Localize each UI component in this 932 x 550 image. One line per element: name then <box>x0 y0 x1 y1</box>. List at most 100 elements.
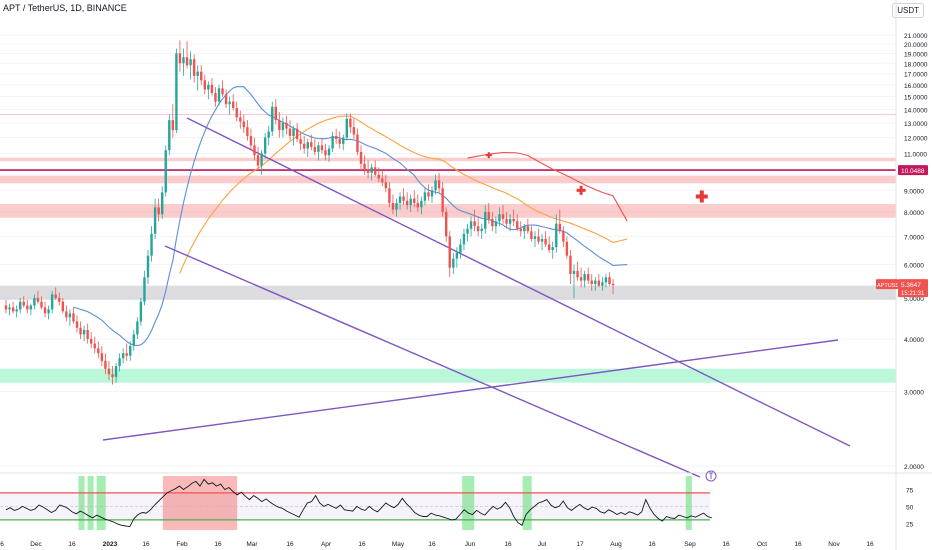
key-level-label: 10.0488 <box>898 165 928 176</box>
candle-body <box>111 374 114 378</box>
candle-body <box>395 202 398 210</box>
candle-body <box>420 200 423 208</box>
price-tick-label: 16.0000 <box>904 83 928 90</box>
candle-body <box>4 305 8 310</box>
candle <box>214 87 217 107</box>
candle <box>391 194 395 215</box>
candle-body <box>114 366 118 378</box>
time-tick-label: Sep <box>684 541 696 548</box>
time-axis[interactable]: 6 Dec 16 2023 16 Feb 16 Mar 16 Apr 16 May 16 Jun 16 Jul… <box>0 541 874 548</box>
candle <box>469 216 473 237</box>
candle-body <box>533 236 537 240</box>
candle <box>452 252 455 275</box>
candle <box>413 190 416 208</box>
candle <box>79 321 82 339</box>
rsi-tick-label: 75 <box>906 488 914 495</box>
candle-body <box>164 150 167 193</box>
candle <box>324 143 327 161</box>
candle <box>33 294 36 310</box>
candle <box>132 330 135 351</box>
candle-body <box>526 226 530 232</box>
candle-body <box>377 174 380 179</box>
candle-body <box>157 207 160 215</box>
candle-body <box>349 118 352 128</box>
candle <box>334 128 338 144</box>
candle-body <box>104 360 107 369</box>
rsi-panel <box>0 472 932 530</box>
candle-body <box>608 277 611 284</box>
candle-body <box>125 353 128 356</box>
time-tick-label: 16 <box>722 541 730 548</box>
price-axis[interactable]: 2.0000 3.0000 4.0000 5.0000 6.0000 7.0000 8.00… <box>895 0 928 550</box>
candle <box>182 48 185 76</box>
candle-body <box>547 244 551 250</box>
candle-body <box>97 348 100 354</box>
candle <box>601 277 604 291</box>
candle-body <box>79 327 82 335</box>
last-price-value: 5.3647 <box>901 282 921 289</box>
rsi-green-zone <box>78 476 85 530</box>
candle-body <box>82 330 86 335</box>
candle-body <box>107 368 111 375</box>
candle <box>256 146 260 171</box>
candle <box>395 198 398 217</box>
candle-body <box>168 120 171 151</box>
currency-button[interactable]: USDT <box>892 3 924 18</box>
candle-body <box>235 108 238 118</box>
price-tick-label: 14.0000 <box>904 107 928 114</box>
time-tick-label: 16 <box>504 541 512 548</box>
candle-body <box>384 182 388 189</box>
candle-body <box>54 294 57 299</box>
candle-body <box>363 163 366 170</box>
candle <box>90 332 93 349</box>
symbol-label-bg <box>876 279 898 290</box>
candle <box>370 163 373 181</box>
candle-body <box>40 301 43 308</box>
candle-body <box>569 255 572 275</box>
candle <box>295 122 299 143</box>
candle <box>192 54 196 83</box>
time-tick-label: 16 <box>648 541 656 548</box>
candle-body <box>597 280 601 286</box>
rsi-green-zone <box>96 476 106 530</box>
candle <box>221 80 224 97</box>
candle <box>136 317 139 339</box>
candle <box>86 323 89 344</box>
candle <box>331 131 334 152</box>
candle-body <box>310 142 313 147</box>
time-tick-label: Apr <box>321 541 332 548</box>
candle-body <box>437 180 441 189</box>
candle-body <box>26 305 29 310</box>
candle <box>75 315 79 333</box>
candle-body <box>139 301 143 322</box>
candle <box>494 216 498 234</box>
candle-body <box>118 358 121 367</box>
candle <box>65 305 68 322</box>
candle <box>61 298 64 314</box>
candle-body <box>228 101 231 105</box>
candle <box>558 209 561 234</box>
candle-body <box>185 57 189 66</box>
candle <box>427 184 430 201</box>
candle <box>271 101 274 137</box>
candle <box>377 167 380 183</box>
candle-body <box>583 274 586 281</box>
candle <box>139 298 143 326</box>
candle-body <box>537 236 540 242</box>
candle <box>519 221 522 237</box>
key-level-label-bg <box>898 165 928 176</box>
plus-marker-v <box>487 152 490 159</box>
candle-body <box>565 241 569 256</box>
candle <box>104 353 107 375</box>
candle-body <box>175 53 178 131</box>
price-tick-label: 12.0000 <box>904 136 928 143</box>
candle <box>178 40 182 72</box>
tradingview-logo[interactable] <box>705 470 717 482</box>
price-tick-label: 8.0000 <box>904 210 924 217</box>
candle-body <box>11 307 15 312</box>
candle <box>26 299 29 314</box>
candle <box>4 299 8 314</box>
candle-body <box>452 258 455 268</box>
time-tick-label: 16 <box>68 541 76 548</box>
